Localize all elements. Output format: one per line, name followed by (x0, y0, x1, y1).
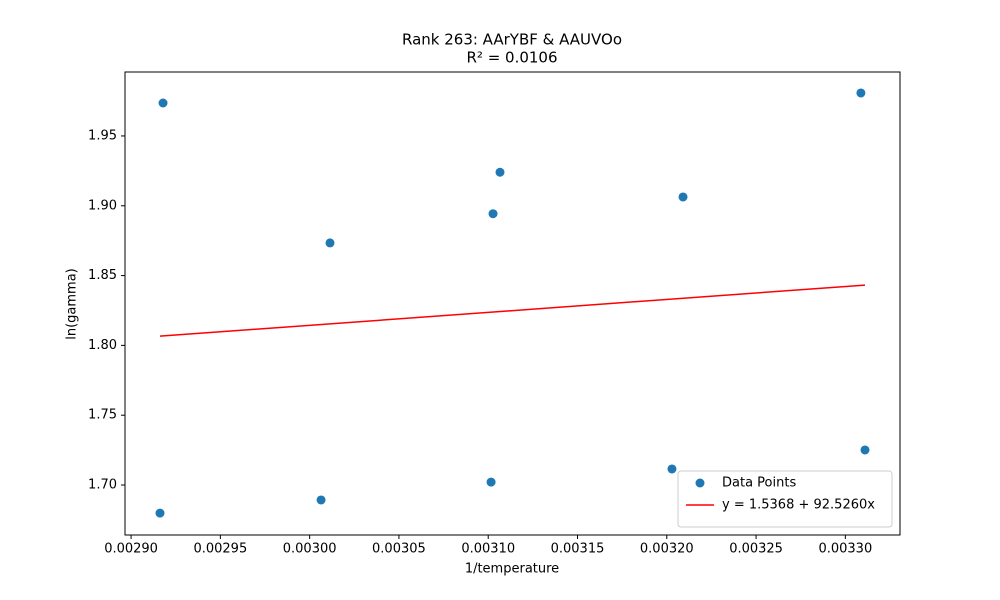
data-point (158, 98, 168, 108)
y-tick-label: 1.85 (88, 268, 117, 283)
y-axis-label: ln(gamma) (65, 268, 80, 340)
y-tick-label: 1.90 (88, 198, 117, 213)
plot-frame (124, 71, 901, 536)
y-tick-label: 1.75 (88, 408, 117, 423)
data-point (155, 508, 165, 518)
data-point (856, 88, 866, 98)
x-tick-label: 0.00310 (461, 542, 515, 557)
x-tick-label: 0.00330 (818, 542, 872, 557)
data-point (486, 477, 496, 487)
legend-label: y = 1.5368 + 92.5260x (722, 498, 875, 513)
x-tick-label: 0.00325 (729, 542, 783, 557)
data-point (495, 167, 505, 177)
data-point (667, 464, 677, 474)
x-tick-label: 0.00305 (372, 542, 426, 557)
legend-box (677, 470, 893, 528)
x-tick-label: 0.00315 (551, 542, 605, 557)
x-axis-label: 1/temperature (465, 562, 559, 577)
data-point (325, 238, 335, 248)
y-tick-label: 1.95 (88, 128, 117, 143)
data-point (316, 495, 326, 505)
x-tick-label: 0.00300 (283, 542, 337, 557)
chart-title: Rank 263: AArYBF & AAUVOo (402, 31, 622, 49)
chart-subtitle: R² = 0.0106 (466, 49, 557, 67)
y-tick-label: 1.70 (88, 478, 117, 493)
legend-label: Data Points (722, 476, 796, 491)
legend-swatch (695, 478, 705, 488)
data-point (860, 445, 870, 455)
y-tick-label: 1.80 (88, 338, 117, 353)
fit-line (159, 284, 866, 337)
data-point (678, 192, 688, 202)
x-tick-label: 0.00290 (104, 542, 158, 557)
x-tick-label: 0.00295 (193, 542, 247, 557)
x-tick-label: 0.00320 (640, 542, 694, 557)
data-point (488, 209, 498, 219)
